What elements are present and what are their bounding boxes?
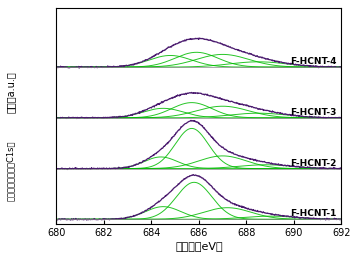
Text: 强度（a.u.）: 强度（a.u.） <box>6 71 15 113</box>
Text: F-HCNT-4: F-HCNT-4 <box>290 57 337 66</box>
Text: F-HCNT-2: F-HCNT-2 <box>290 159 337 168</box>
Text: F-HCNT-1: F-HCNT-1 <box>290 209 337 218</box>
Text: 已归一化至相应的C1s谱: 已归一化至相应的C1s谱 <box>6 141 15 201</box>
X-axis label: 结合能（eV）: 结合能（eV） <box>175 241 223 251</box>
Text: F-HCNT-3: F-HCNT-3 <box>290 108 337 117</box>
